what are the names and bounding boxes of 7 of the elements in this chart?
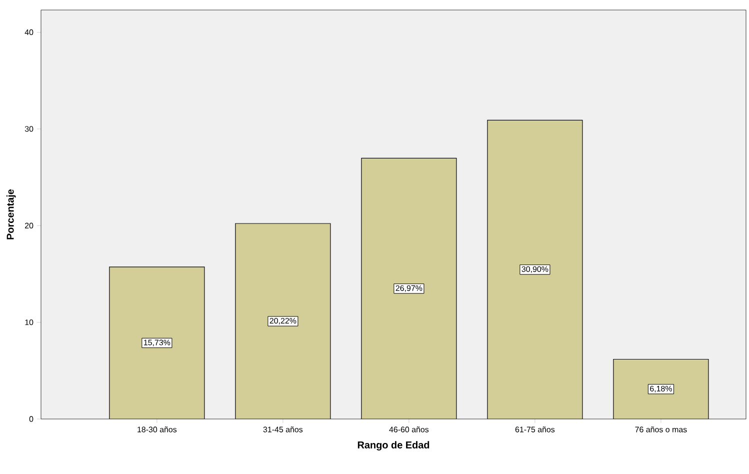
bar — [613, 358, 709, 419]
bar — [487, 120, 583, 419]
bar — [361, 158, 457, 419]
bar — [235, 223, 330, 419]
y-axis-title: Porcentaje — [6, 189, 16, 240]
bar — [109, 266, 205, 419]
x-axis-title: Rango de Edad — [358, 441, 430, 450]
